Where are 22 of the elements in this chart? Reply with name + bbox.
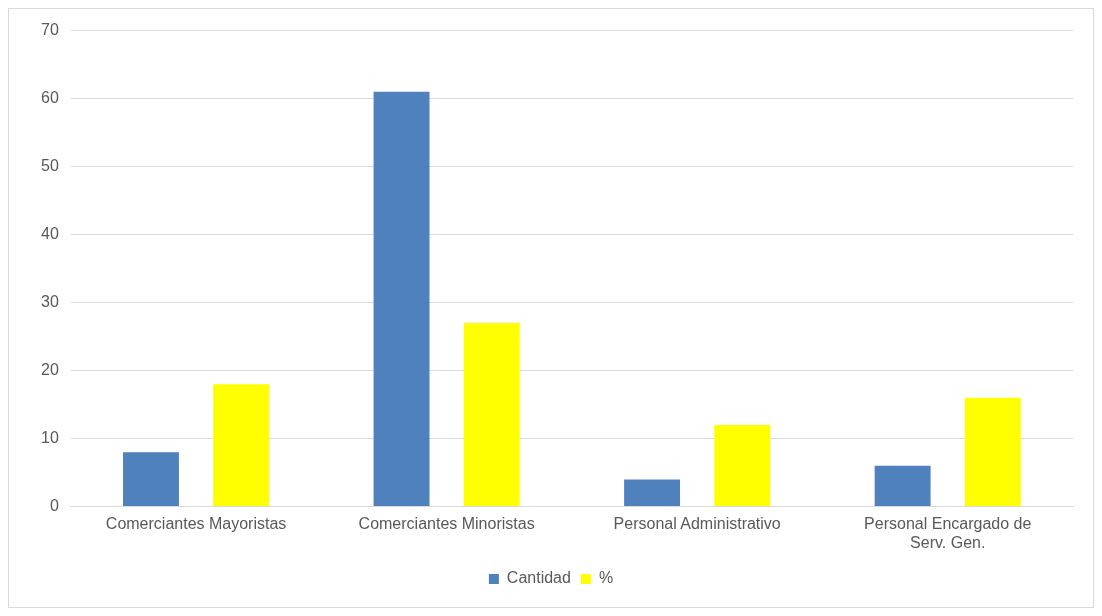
y-tick-label: 70: [41, 21, 59, 39]
x-tick-label: Comerciantes Mayoristas: [105, 514, 287, 532]
bar: [714, 425, 771, 507]
bar: [964, 397, 1021, 507]
y-tick-label: 20: [41, 361, 59, 379]
y-tick-label: 50: [41, 157, 59, 175]
bar: [624, 479, 681, 507]
x-tick-label: Personal Encargado de Serv. Gen.: [864, 514, 1032, 551]
y-tick-label: 60: [41, 89, 59, 107]
legend-label: %: [598, 569, 614, 587]
y-tick-label: 40: [41, 225, 59, 243]
bar: [874, 465, 931, 507]
bar: [123, 452, 179, 507]
bar: [213, 384, 270, 507]
x-tick-label: Comerciantes Minoristas: [358, 514, 535, 532]
bar: [373, 91, 430, 507]
legend-label: Cantidad: [506, 569, 571, 587]
y-tick-label: 10: [41, 429, 59, 447]
bar: [463, 323, 520, 507]
x-tick-label: Personal Administrativo: [613, 514, 781, 532]
y-tick-label: 30: [41, 293, 59, 311]
y-tick-label: 0: [49, 497, 59, 515]
